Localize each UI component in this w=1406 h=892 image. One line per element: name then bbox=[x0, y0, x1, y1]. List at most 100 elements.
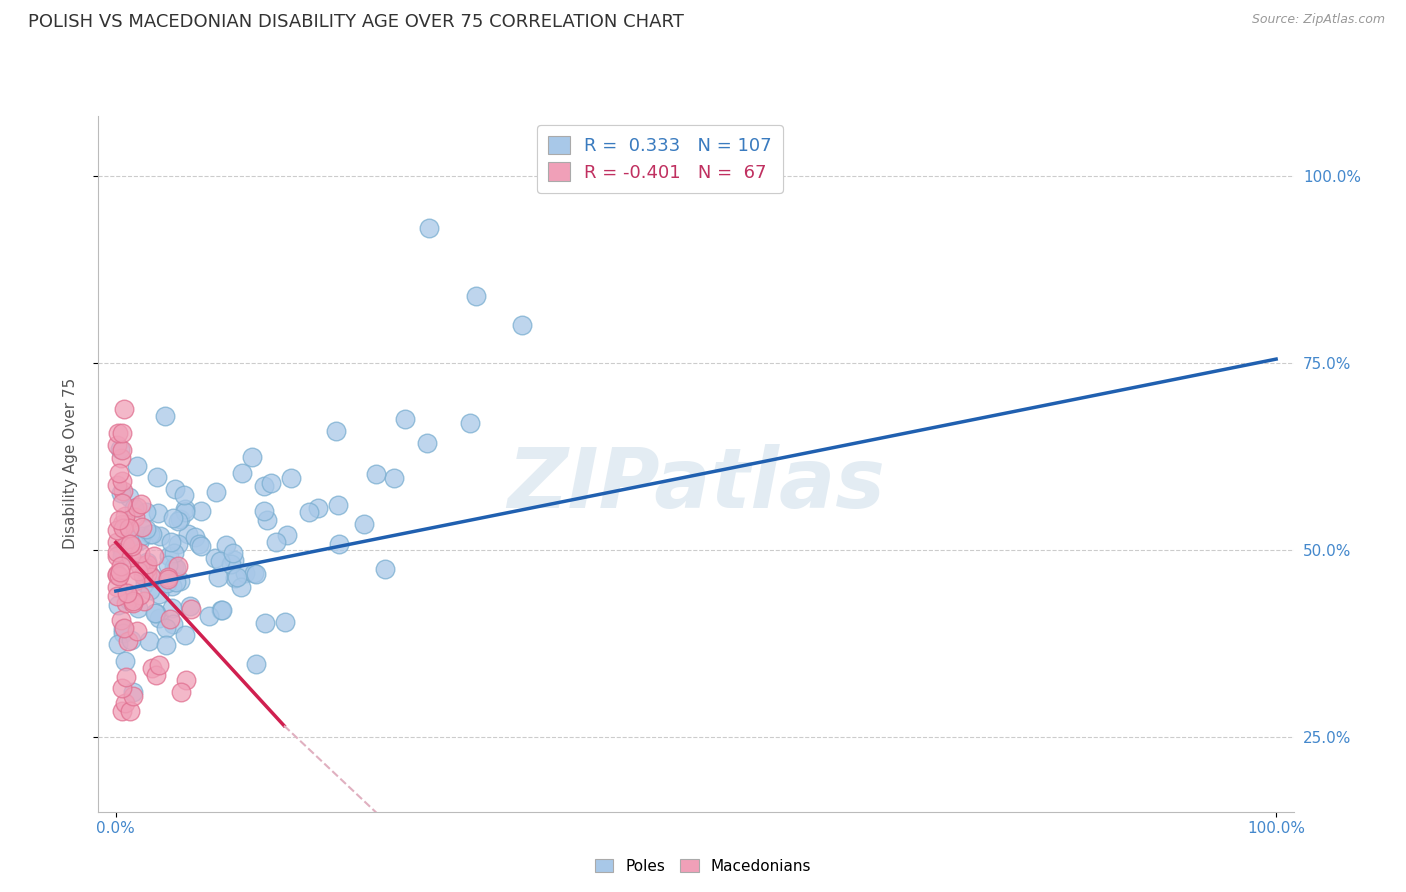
Point bbox=[160, 600, 183, 615]
Point bbox=[179, 599, 201, 613]
Point bbox=[160, 579, 183, 593]
Point bbox=[105, 534, 128, 549]
Point bbox=[136, 561, 159, 575]
Point bbox=[118, 537, 141, 551]
Point bbox=[108, 568, 131, 582]
Point bbox=[111, 681, 134, 696]
Point bbox=[364, 467, 387, 481]
Point bbox=[156, 570, 179, 584]
Point bbox=[148, 657, 170, 672]
Point bbox=[115, 670, 138, 684]
Point bbox=[416, 436, 439, 450]
Point bbox=[374, 562, 396, 576]
Point bbox=[112, 484, 135, 499]
Point bbox=[117, 634, 139, 648]
Point bbox=[139, 570, 162, 584]
Point bbox=[145, 668, 167, 682]
Point bbox=[149, 528, 172, 542]
Point bbox=[298, 504, 321, 518]
Point bbox=[114, 539, 136, 553]
Point bbox=[111, 625, 134, 640]
Point bbox=[111, 521, 134, 535]
Point bbox=[219, 557, 242, 571]
Point bbox=[155, 638, 177, 652]
Point bbox=[136, 556, 159, 570]
Point bbox=[121, 685, 143, 699]
Point bbox=[173, 505, 195, 519]
Point bbox=[114, 517, 136, 532]
Point bbox=[131, 520, 153, 534]
Point bbox=[464, 288, 486, 302]
Point bbox=[127, 458, 149, 473]
Point bbox=[211, 603, 233, 617]
Point bbox=[245, 657, 267, 671]
Point bbox=[122, 689, 145, 703]
Point bbox=[162, 545, 184, 559]
Legend: R =  0.333   N = 107, R = -0.401   N =  67: R = 0.333 N = 107, R = -0.401 N = 67 bbox=[537, 125, 783, 193]
Point bbox=[105, 477, 128, 491]
Point bbox=[105, 549, 128, 563]
Point bbox=[243, 566, 266, 581]
Point bbox=[122, 597, 145, 611]
Point bbox=[162, 617, 184, 632]
Point bbox=[165, 575, 187, 590]
Point bbox=[127, 600, 149, 615]
Text: POLISH VS MACEDONIAN DISABILITY AGE OVER 75 CORRELATION CHART: POLISH VS MACEDONIAN DISABILITY AGE OVER… bbox=[28, 13, 683, 31]
Point bbox=[260, 476, 283, 491]
Point bbox=[162, 510, 184, 524]
Point bbox=[418, 221, 440, 235]
Point bbox=[139, 527, 162, 541]
Point bbox=[143, 549, 166, 564]
Point bbox=[131, 568, 153, 582]
Point bbox=[114, 596, 136, 610]
Point bbox=[111, 543, 134, 558]
Point bbox=[114, 508, 136, 523]
Point bbox=[174, 673, 197, 687]
Point bbox=[143, 606, 166, 620]
Point bbox=[188, 537, 211, 551]
Point bbox=[129, 497, 152, 511]
Point bbox=[108, 467, 131, 481]
Point bbox=[209, 603, 232, 617]
Point bbox=[264, 534, 287, 549]
Point bbox=[111, 425, 134, 440]
Point bbox=[157, 572, 180, 586]
Point bbox=[231, 466, 253, 480]
Point bbox=[169, 574, 191, 588]
Point bbox=[124, 510, 146, 524]
Point bbox=[125, 500, 148, 515]
Point bbox=[118, 533, 141, 547]
Point bbox=[138, 634, 160, 648]
Text: ZIPatlas: ZIPatlas bbox=[508, 444, 884, 525]
Point bbox=[209, 554, 232, 568]
Point bbox=[254, 616, 277, 631]
Point bbox=[127, 624, 149, 638]
Point bbox=[159, 612, 181, 626]
Point bbox=[167, 537, 190, 551]
Point bbox=[328, 498, 350, 512]
Point bbox=[240, 450, 263, 465]
Point bbox=[141, 661, 163, 675]
Point bbox=[458, 416, 481, 430]
Point bbox=[163, 560, 186, 574]
Point bbox=[112, 401, 135, 416]
Point bbox=[114, 654, 136, 668]
Point bbox=[135, 505, 157, 519]
Point bbox=[121, 539, 143, 553]
Legend: Poles, Macedonians: Poles, Macedonians bbox=[589, 853, 817, 880]
Point bbox=[118, 704, 141, 718]
Point bbox=[139, 569, 162, 583]
Point bbox=[120, 549, 142, 564]
Point bbox=[107, 589, 129, 603]
Point bbox=[134, 576, 156, 591]
Point bbox=[394, 411, 416, 425]
Point bbox=[105, 567, 128, 582]
Point bbox=[204, 551, 226, 566]
Point bbox=[156, 558, 179, 572]
Point bbox=[128, 588, 150, 602]
Point bbox=[173, 628, 195, 642]
Point bbox=[135, 557, 157, 571]
Point bbox=[108, 513, 131, 527]
Point bbox=[110, 451, 132, 466]
Point bbox=[111, 474, 134, 488]
